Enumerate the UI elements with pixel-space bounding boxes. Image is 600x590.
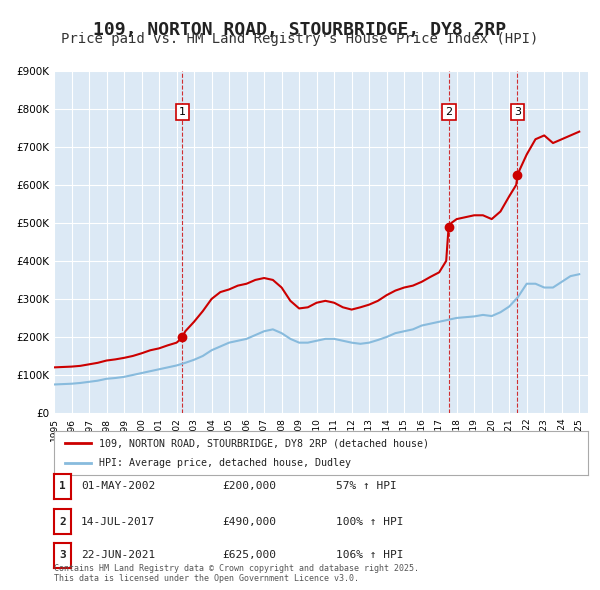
Text: Price paid vs. HM Land Registry's House Price Index (HPI): Price paid vs. HM Land Registry's House …	[61, 32, 539, 47]
Text: 2: 2	[59, 517, 66, 526]
Text: 109, NORTON ROAD, STOURBRIDGE, DY8 2RP: 109, NORTON ROAD, STOURBRIDGE, DY8 2RP	[94, 21, 506, 39]
Text: 1: 1	[59, 481, 66, 491]
Text: 100% ↑ HPI: 100% ↑ HPI	[336, 517, 404, 526]
Text: £490,000: £490,000	[222, 517, 276, 526]
Text: 3: 3	[59, 550, 66, 560]
Text: £200,000: £200,000	[222, 481, 276, 491]
Text: 57% ↑ HPI: 57% ↑ HPI	[336, 481, 397, 491]
Text: 1: 1	[179, 107, 186, 117]
Text: 01-MAY-2002: 01-MAY-2002	[81, 481, 155, 491]
Text: 2: 2	[445, 107, 452, 117]
Text: 106% ↑ HPI: 106% ↑ HPI	[336, 550, 404, 560]
Text: Contains HM Land Registry data © Crown copyright and database right 2025.
This d: Contains HM Land Registry data © Crown c…	[54, 563, 419, 583]
Text: £625,000: £625,000	[222, 550, 276, 560]
Text: HPI: Average price, detached house, Dudley: HPI: Average price, detached house, Dudl…	[100, 458, 352, 467]
Text: 14-JUL-2017: 14-JUL-2017	[81, 517, 155, 526]
Text: 109, NORTON ROAD, STOURBRIDGE, DY8 2RP (detached house): 109, NORTON ROAD, STOURBRIDGE, DY8 2RP (…	[100, 438, 430, 448]
Text: 22-JUN-2021: 22-JUN-2021	[81, 550, 155, 560]
Text: 3: 3	[514, 107, 521, 117]
